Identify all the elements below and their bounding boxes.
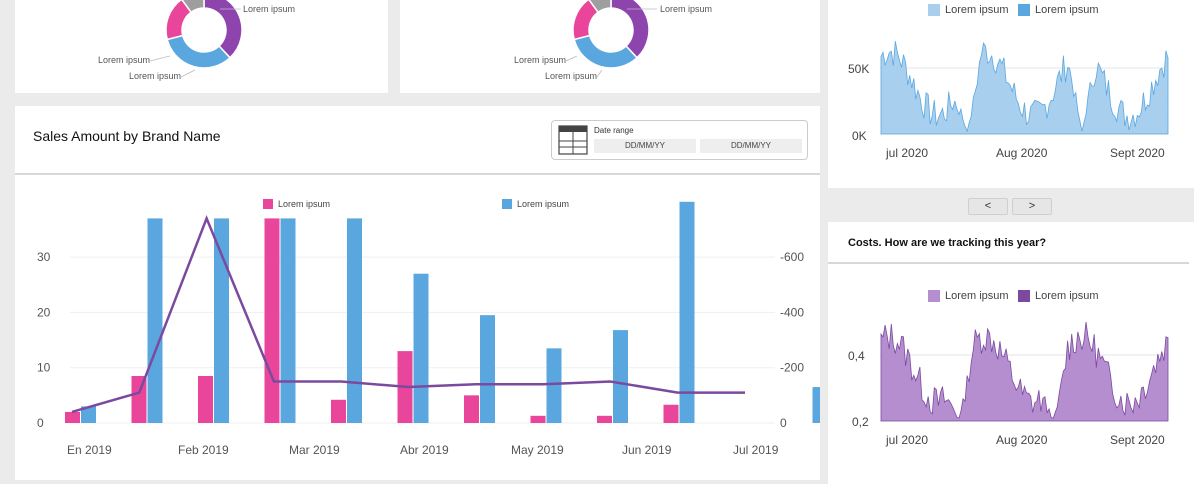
legend-item: Lorem ipsum [1018,290,1099,302]
bar-blue [413,273,429,423]
donut-label: Lorem ipsum [514,55,566,65]
donut-label: Lorem ipsum [129,71,181,81]
bar-pink [131,375,147,423]
donut-label: Lorem ipsum [98,55,150,65]
x-tick-label: jul 2020 [886,146,929,160]
y-tick-label: 0,4 [848,349,865,363]
page-title: Sales Amount by Brand Name [33,128,221,144]
bar-blue [679,201,695,423]
bar-pink [464,395,479,423]
donut-card-left: Lorem ipsum Lorem ipsum Lorem ipsum [15,0,388,93]
bar-pink [597,415,612,423]
x-tick-label: Sept 2020 [1110,433,1165,447]
donut-slice [573,34,639,69]
legend-swatch [263,199,273,209]
donut-slice [166,34,232,69]
date-range-picker[interactable]: Date range DD/MM/YY DD/MM/YY [551,120,808,160]
x-tick-label: jul 2020 [886,433,929,447]
bar-blue [546,348,562,423]
bar-pink [65,411,80,423]
y-tick-label: 20 [37,305,51,319]
bar-blue [812,387,820,423]
costs-card: Costs. How are we tracking this year? Lo… [828,222,1194,484]
legend-label: Lorem ipsum [1035,4,1099,16]
legend-item: Lorem ipsum [928,4,1009,16]
legend-item: Lorem ipsum [928,290,1009,302]
date-from-input[interactable]: DD/MM/YY [594,139,696,153]
donut-label: Lorem ipsum [545,71,597,81]
x-tick-label: Abr 2019 [400,443,449,457]
date-to-input[interactable]: DD/MM/YY [700,139,802,153]
legend-swatch [502,199,512,209]
legend-label: Lorem ipsum [278,199,331,209]
bar-blue [81,406,96,423]
x-tick-label: Jun 2019 [622,443,672,457]
donut-chart-left: Lorem ipsum Lorem ipsum Lorem ipsum [98,0,295,81]
donut-slice [572,0,600,41]
donut-slice [588,0,612,14]
legend-label: Lorem ipsum [945,290,1009,302]
x-tick-label: Feb 2019 [178,443,229,457]
x-tick-label: Mar 2019 [289,443,340,457]
bar-pink [663,404,679,423]
bar-blue [280,218,296,423]
donut-slice [181,0,205,14]
legend-label: Lorem ipsum [945,4,1009,16]
donut-chart-middle: Lorem ipsum Lorem ipsum Lorem ipsum [514,0,712,81]
legend-swatch [928,290,940,302]
legend-item: Lorem ipsum [1018,4,1099,16]
bar-pink [331,399,346,423]
x-tick-label: Jul 2019 [733,443,779,457]
y-tick-label-right: -600 [780,250,804,264]
donut-label: Lorem ipsum [660,4,712,14]
legend-item: Lorem ipsum [263,199,330,209]
y-tick-label-right: -400 [780,305,804,319]
y-tick-label-right: 0 [780,416,787,430]
x-tick-label: Aug 2020 [996,146,1048,160]
bar-blue [613,330,628,423]
next-button[interactable]: > [1012,198,1052,215]
prev-button[interactable]: < [968,198,1008,215]
donut-slice [165,0,193,41]
area-chart-top [880,41,1169,135]
bar-pink [198,375,213,423]
donut-card-middle: Lorem ipsum Lorem ipsum Lorem ipsum [400,0,820,93]
y-tick-label-right: -200 [780,361,804,375]
y-tick-label: 50K [848,62,870,76]
bar-pink [264,218,280,423]
legend-swatch [1018,4,1030,16]
legend-label: Lorem ipsum [517,199,570,209]
date-range-label: Date range [594,126,634,135]
area-chart-costs [880,322,1169,422]
card-title: Costs. How are we tracking this year? [848,237,1047,249]
bar-blue [480,315,495,423]
legend-swatch [1018,290,1030,302]
x-tick-label: En 2019 [67,443,112,457]
donut-label: Lorem ipsum [243,4,295,14]
legend-label: Lorem ipsum [1035,290,1099,302]
y-tick-label: 0 [37,416,44,430]
bar-blue [147,218,163,423]
x-tick-label: May 2019 [511,443,564,457]
bar-pink [530,415,546,423]
x-tick-label: Sept 2020 [1110,146,1165,160]
y-tick-label: 10 [37,361,51,375]
line-series [71,215,745,414]
legend-item: Lorem ipsum [502,199,569,209]
y-tick-label: 0K [852,129,867,143]
bar-blue [347,218,362,423]
calendar-icon [558,125,588,155]
x-tick-label: Aug 2020 [996,433,1048,447]
legend-swatch [928,4,940,16]
y-tick-label: 0,2 [852,415,869,429]
sales-bar-chart: 0 0 10 -200 20 -400 30 -600 En 2019 Feb 2019 Mar 2… [37,201,820,457]
y-tick-label: 30 [37,250,51,264]
divider [828,262,1189,264]
area-chart-card-top: Lorem ipsum Lorem ipsum 50K 0K jul 2020 … [828,0,1194,188]
divider [15,173,820,175]
bar-blue [214,218,229,423]
